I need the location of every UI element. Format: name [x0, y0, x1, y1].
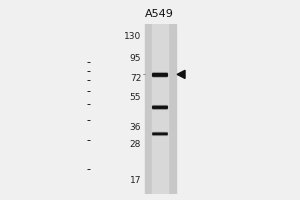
Polygon shape — [177, 70, 185, 78]
Text: 28: 28 — [130, 140, 141, 149]
Text: 130: 130 — [124, 32, 141, 41]
Text: A549: A549 — [146, 9, 174, 19]
Text: 17: 17 — [130, 176, 141, 185]
Text: 95: 95 — [130, 54, 141, 63]
Text: 36: 36 — [130, 123, 141, 132]
Text: 55: 55 — [130, 93, 141, 102]
Bar — [152, 24, 168, 194]
Text: 72: 72 — [130, 74, 141, 83]
Bar — [145, 24, 176, 194]
